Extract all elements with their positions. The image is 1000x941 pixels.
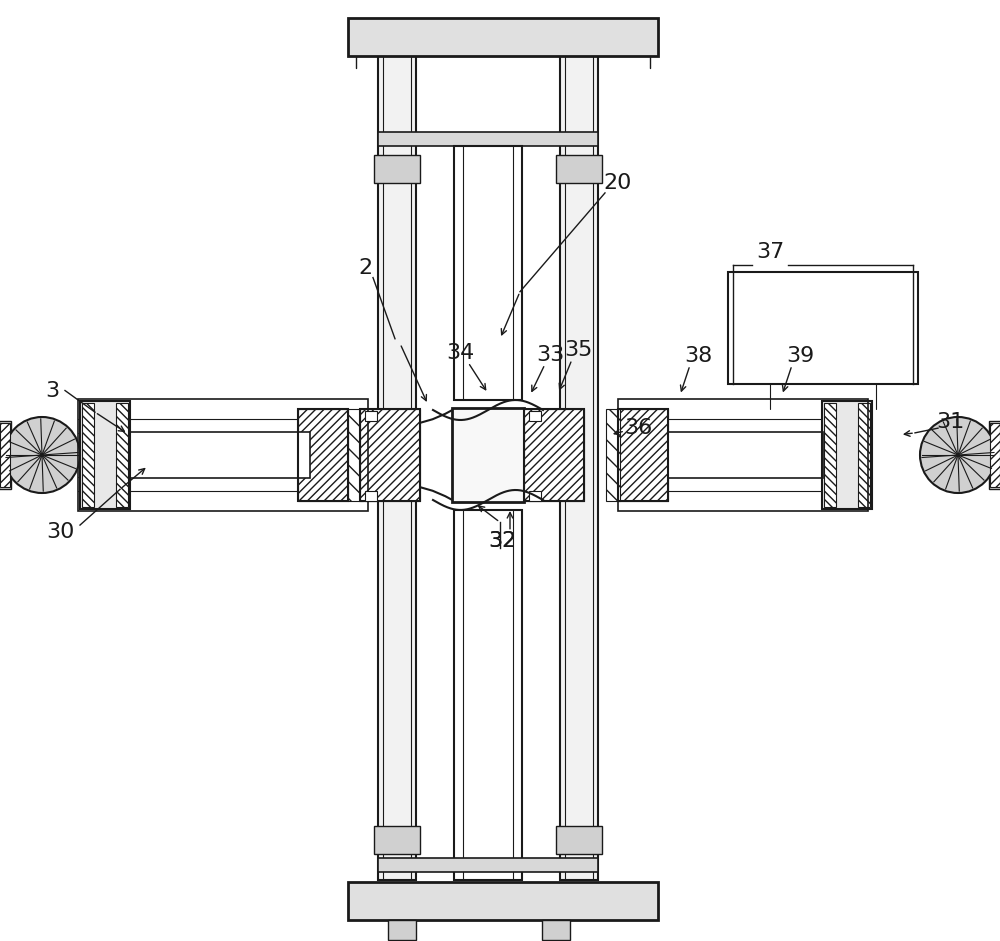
Text: 30: 30 xyxy=(46,521,74,542)
Text: 33: 33 xyxy=(536,344,564,365)
Bar xyxy=(360,409,420,501)
Bar xyxy=(374,826,420,854)
Bar xyxy=(80,401,130,509)
Bar xyxy=(618,409,668,501)
Bar xyxy=(618,399,868,511)
Text: 2: 2 xyxy=(358,258,372,279)
Bar xyxy=(348,882,658,920)
Bar xyxy=(130,432,310,478)
Text: 34: 34 xyxy=(446,343,474,363)
Bar xyxy=(0,423,10,487)
Bar xyxy=(728,272,918,384)
Text: 3: 3 xyxy=(45,380,59,401)
Bar xyxy=(556,826,602,854)
Bar xyxy=(298,409,348,501)
Bar xyxy=(0,421,11,489)
Text: 35: 35 xyxy=(564,340,592,360)
Bar xyxy=(388,920,416,940)
Text: 31: 31 xyxy=(936,411,964,432)
Bar xyxy=(378,56,416,880)
Bar xyxy=(524,409,584,501)
Bar xyxy=(378,132,598,146)
Bar xyxy=(529,411,541,421)
Bar xyxy=(560,56,598,880)
Bar xyxy=(822,401,872,509)
Bar xyxy=(989,421,1000,489)
Text: 37: 37 xyxy=(756,242,784,263)
Text: 36: 36 xyxy=(624,418,652,439)
Bar xyxy=(454,510,522,880)
Circle shape xyxy=(4,417,80,493)
Bar xyxy=(348,18,658,56)
Bar xyxy=(556,155,602,183)
Bar xyxy=(990,423,1000,487)
Bar xyxy=(374,155,420,183)
Bar xyxy=(378,858,598,872)
Text: 39: 39 xyxy=(786,345,814,366)
Bar xyxy=(80,401,130,509)
Bar xyxy=(822,401,872,509)
Text: 38: 38 xyxy=(684,345,712,366)
Bar xyxy=(116,403,128,507)
Text: 20: 20 xyxy=(604,173,632,194)
Bar xyxy=(298,409,348,501)
Bar xyxy=(529,491,541,501)
Bar xyxy=(78,399,368,511)
Bar xyxy=(365,411,377,421)
Bar xyxy=(824,403,836,507)
Circle shape xyxy=(920,417,996,493)
Bar xyxy=(360,409,420,501)
Bar xyxy=(348,409,363,501)
Bar xyxy=(82,403,94,507)
Bar xyxy=(452,408,524,502)
Bar xyxy=(524,409,584,501)
Bar xyxy=(606,409,620,501)
Text: 32: 32 xyxy=(488,531,516,551)
Text: 32: 32 xyxy=(488,531,516,551)
Bar xyxy=(454,146,522,400)
Bar xyxy=(542,920,570,940)
Bar xyxy=(618,409,668,501)
Bar xyxy=(858,403,870,507)
Bar xyxy=(668,432,823,478)
Bar xyxy=(365,491,377,501)
